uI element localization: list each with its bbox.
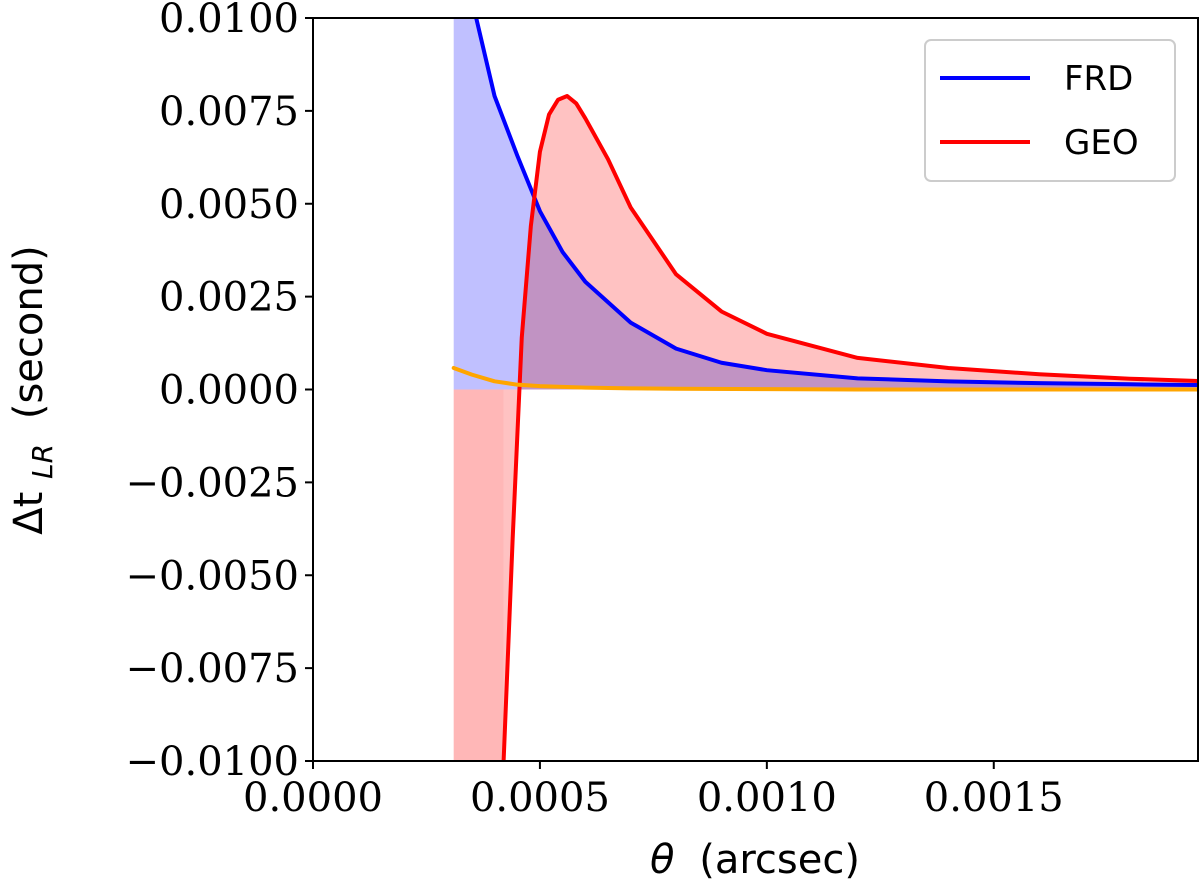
y-tick-label: 0.0050 — [159, 182, 299, 228]
y-axis-symbol: Δt — [6, 492, 52, 535]
y-tick-label: 0.0100 — [159, 0, 299, 42]
y-tick-label: −0.0050 — [126, 553, 299, 599]
legend-label-frd: FRD — [1064, 59, 1133, 99]
y-tick-label: 0.0000 — [159, 368, 299, 414]
x-axis-label: θ (arcsec) — [650, 837, 860, 883]
x-axis-unit: (arcsec) — [699, 837, 860, 883]
y-tick-label: −0.0100 — [126, 739, 299, 785]
y-axis-unit: (second) — [6, 245, 52, 419]
line-geo — [501, 94, 1198, 761]
x-tick-label: 0.0000 — [243, 775, 383, 821]
legend-label-geo: GEO — [1064, 123, 1139, 163]
legend: FRD GEO — [924, 39, 1176, 182]
x-tick-label: 0.0005 — [470, 775, 610, 821]
x-axis-symbol: θ — [650, 837, 674, 883]
legend-box — [924, 39, 1176, 182]
y-axis-label: Δt LR (second) — [6, 245, 62, 534]
x-tick-label: 0.0015 — [924, 775, 1064, 821]
y-tick-label: 0.0075 — [159, 89, 299, 135]
y-tick-label: −0.0075 — [126, 646, 299, 692]
fill-geo — [503, 96, 1198, 761]
line-frd — [474, 18, 1198, 388]
y-axis-subscript: LR — [26, 444, 59, 479]
fill-region-negative — [453, 389, 504, 761]
y-tick-label: 0.0025 — [159, 275, 299, 321]
x-tick-label: 0.0010 — [697, 775, 837, 821]
y-tick-label: −0.0025 — [126, 460, 299, 506]
line-series2 — [451, 365, 1198, 392]
